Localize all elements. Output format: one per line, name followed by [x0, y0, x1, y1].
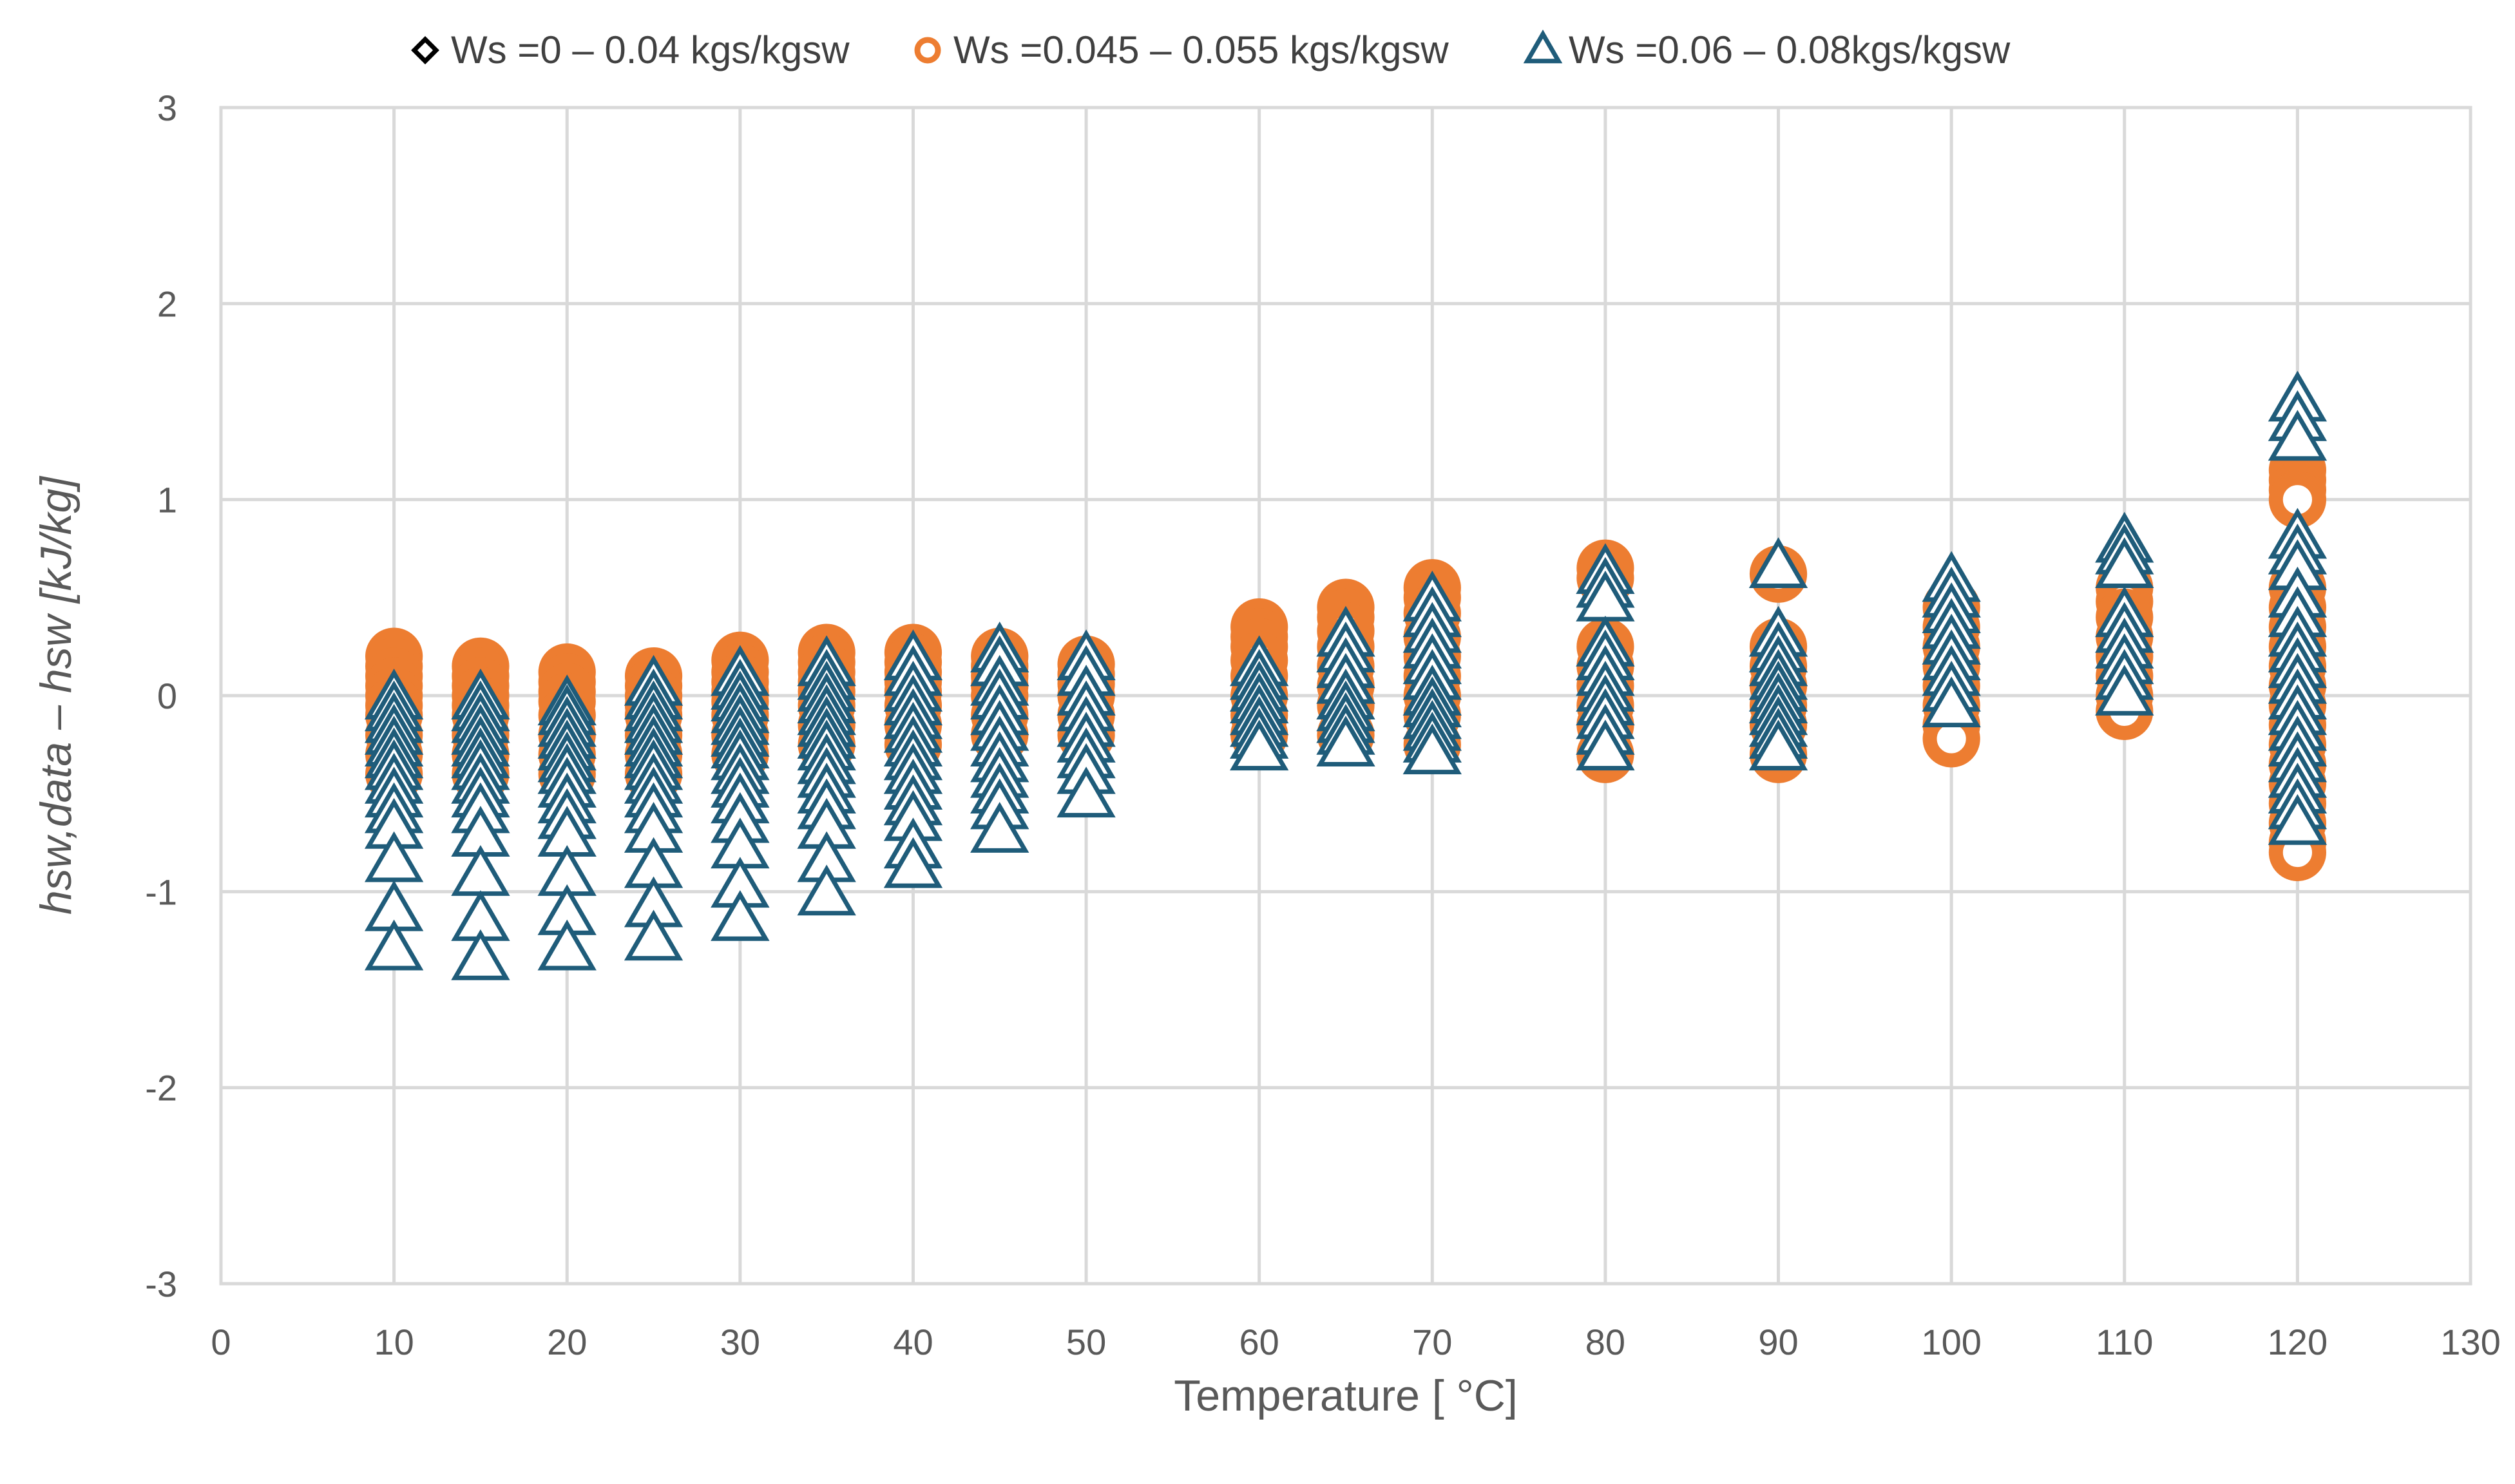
triangle-point [1316, 716, 1375, 766]
y-tick-label: -1 [145, 871, 177, 912]
y-tick-label: -2 [145, 1068, 177, 1108]
triangle-point [451, 929, 510, 980]
triangle-point [624, 909, 684, 961]
triangle-point [1576, 719, 1635, 771]
y-tick-label: 2 [157, 283, 177, 324]
triangle-point [364, 831, 424, 882]
legend-label: Ws =0 – 0.04 kgs/kgsw [451, 28, 850, 71]
legend-marker-triangle [1523, 29, 1563, 64]
x-tick-label: 120 [2268, 1322, 2328, 1362]
plot-area [219, 106, 2472, 1286]
triangle-point [1922, 676, 1981, 728]
triangle-point [1748, 537, 1808, 589]
x-axis-title: Temperature [ °C] [1174, 1371, 1518, 1420]
legend-marker-circle [914, 37, 941, 64]
triangle-point [1230, 719, 1289, 771]
x-tick-label: 10 [374, 1322, 414, 1362]
series-3 [364, 370, 2328, 980]
x-tick-label: 70 [1412, 1322, 1452, 1362]
x-tick-label: 90 [1758, 1322, 1798, 1362]
triangle-point [2095, 664, 2154, 716]
legend-item: Ws =0.045 – 0.055 kgs/kgsw [914, 28, 1449, 71]
x-tick-label: 30 [720, 1322, 760, 1362]
legend-item: Ws =0.06 – 0.08kgs/kgsw [1523, 28, 2011, 71]
x-tick-label: 0 [211, 1322, 231, 1362]
legend: Ws =0 – 0.04 kgs/kgsw Ws =0.045 – 0.055 k… [411, 28, 2011, 71]
triangle-point [1748, 719, 1808, 771]
x-tick-label: 100 [1921, 1322, 1981, 1362]
x-tick-label: 50 [1066, 1322, 1106, 1362]
triangle-point [364, 919, 424, 971]
x-tick-label: 80 [1585, 1322, 1625, 1362]
triangle-point [2268, 794, 2328, 845]
x-tick-label: 40 [893, 1322, 933, 1362]
y-axis-title: hsw,data – hsw [kJ/kg] [32, 475, 81, 915]
triangle-point [2095, 537, 2154, 589]
x-tick-label: 130 [2440, 1322, 2500, 1362]
x-tick-label: 60 [1239, 1322, 1279, 1362]
data-series [364, 370, 2328, 980]
triangle-point [1402, 723, 1462, 775]
y-tick-label: 0 [157, 676, 177, 716]
y-tick-label: 3 [157, 88, 177, 128]
triangle-point [537, 919, 597, 971]
legend-label: Ws =0.045 – 0.055 kgs/kgsw [953, 28, 1449, 71]
triangle-point [883, 837, 943, 888]
x-tick-label: 20 [547, 1322, 587, 1362]
legend-label: Ws =0.06 – 0.08kgs/kgsw [1569, 28, 2011, 71]
y-tick-label: -3 [145, 1264, 177, 1304]
triangle-point [797, 864, 856, 916]
legend-item: Ws =0 – 0.04 kgs/kgsw [411, 28, 850, 71]
triangle-point [2268, 410, 2328, 461]
tick-labels: 0 10 20 30 40 50 60 70 80 90 100 110 120 130 -3 -2 -1 0 1 2… [145, 88, 2501, 1362]
y-tick-label: 1 [157, 480, 177, 520]
triangle-point [970, 802, 1029, 853]
triangle-point [1057, 766, 1116, 818]
legend-marker-diamond [411, 36, 439, 64]
x-tick-label: 110 [2096, 1322, 2153, 1362]
triangle-point [711, 889, 770, 941]
